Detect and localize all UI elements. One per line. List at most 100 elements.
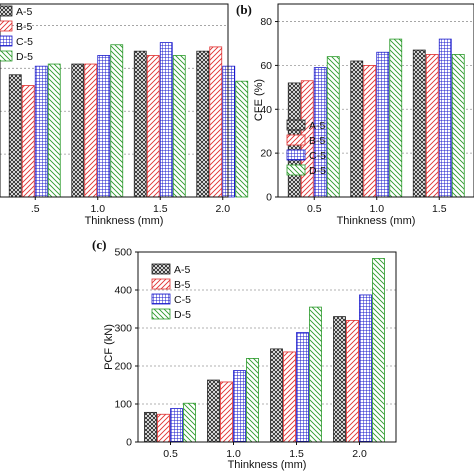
y-tick-label: 20: [260, 148, 272, 160]
axes-frame: [0, 3, 229, 198]
y-tick-label: 300: [114, 323, 132, 335]
x-tick-label: 1.5: [289, 448, 304, 460]
x-tick-label: 0.5: [163, 448, 178, 460]
legend-label-d-5: D-5: [16, 51, 33, 63]
bar-c-5-0.5: [170, 408, 183, 443]
bar-c-5-0.5: [34, 65, 48, 198]
axes-frame: [277, 3, 474, 198]
legend-swatch-b-5: [286, 134, 306, 146]
legend-label-b-5: B-5: [16, 21, 33, 33]
y-tick-label: 0: [126, 437, 132, 449]
bar-c-5-1.5: [159, 42, 173, 198]
legend-label-a-5: A-5: [174, 264, 191, 276]
legend-label-b-5: B-5: [309, 135, 326, 147]
bar-b-5-1.5: [425, 54, 439, 198]
panel-c-x-axis-label: Thinkness (mm): [228, 459, 307, 471]
x-tick-label: 1.5: [432, 203, 447, 215]
y-tick-label: 40: [260, 104, 272, 116]
panel-c-y-axis-label: PCF (kN): [103, 324, 115, 370]
bar-d-5-2.0: [372, 258, 385, 443]
y-tick-label: 100: [114, 399, 132, 411]
x-tick-label: 1.5: [153, 203, 168, 215]
bar-a-5-1.5: [133, 50, 147, 198]
legend-swatch-c-5: [0, 35, 13, 47]
y-tick-label: 500: [114, 247, 132, 259]
bar-d-5-2.0: [235, 80, 249, 198]
y-tick-label: 80: [260, 16, 272, 28]
x-tick-label: 0.5: [307, 203, 322, 215]
panel-b-x-axis-label: Thinkness (mm): [337, 215, 416, 227]
bar-a-5-1.0: [350, 60, 364, 198]
x-tick-label: 1.0: [226, 448, 241, 460]
bar-a-5-0.5: [8, 74, 22, 198]
legend-label-c-5: C-5: [174, 294, 191, 306]
legend-swatch-c-5: [286, 149, 306, 161]
bar-a-5-1.0: [71, 63, 85, 198]
bar-b-5-2.0: [346, 319, 359, 443]
x-tick-label: 1.0: [90, 203, 105, 215]
bar-b-5-0.5: [157, 413, 170, 443]
axes-frame: [137, 251, 397, 443]
bar-a-5-1.0: [207, 379, 220, 443]
legend-swatch-d-5: [286, 164, 306, 176]
x-tick-label: 2.0: [215, 203, 230, 215]
legend-swatch-b-5: [151, 278, 171, 290]
panel-a: .5 1.0 1.5 2.0 A-5 B-5 C-5 D-5 Thinkness (mm): [0, 3, 249, 227]
bar-c-5-1.0: [376, 51, 390, 198]
bar-b-5-1.0: [220, 381, 233, 443]
legend-swatch-c-5: [151, 293, 171, 305]
bar-d-5-1.5: [451, 54, 465, 198]
x-tick-label: .5: [31, 203, 40, 215]
bar-b-5-1.5: [283, 351, 296, 443]
bar-d-5-1.5: [172, 55, 186, 198]
legend-label-a-5: A-5: [16, 6, 33, 18]
panel-a-axes: [0, 3, 229, 198]
legend-swatch-d-5: [151, 308, 171, 320]
bar-c-5-1.5: [438, 38, 452, 198]
y-tick-label: 0: [266, 192, 272, 204]
bar-a-5-2.0: [196, 50, 210, 198]
bar-a-5-1.5: [270, 348, 283, 443]
bar-b-5-1.0: [84, 63, 98, 198]
bar-b-5-1.0: [363, 65, 377, 198]
bar-c-5-1.0: [97, 55, 111, 198]
y-tick-label: 60: [260, 60, 272, 72]
bar-c-5-1.0: [233, 370, 246, 443]
y-tick-label: 200: [114, 361, 132, 373]
panel-b-letter: (b): [236, 2, 252, 17]
legend-swatch-a-5: [286, 119, 306, 131]
bar-b-5-0.5: [21, 85, 35, 198]
panel-b: (b) 0.5 1.0 1.5 0 20 40 60 80 A-5 B-5 C-5 D-5 Thin…: [236, 2, 474, 227]
x-tick-label: 1.0: [369, 203, 384, 215]
bar-d-5-0.5: [47, 63, 61, 198]
panel-b-ticks: 0.5 1.0 1.5 0 20 40 60 80: [260, 16, 446, 215]
panel-b-axes: [277, 3, 474, 198]
panel-c-ticks: 0.5 1.0 1.5 2.0 0 100 200 300 400 500: [114, 247, 366, 461]
bar-a-5-2.0: [333, 316, 346, 443]
bar-a-5-1.5: [412, 49, 426, 198]
legend-label-d-5: D-5: [309, 165, 326, 177]
panel-a-legend: A-5 B-5 C-5 D-5: [0, 5, 33, 63]
panel-b-y-axis-label: CFE (%): [253, 79, 265, 121]
panel-a-x-axis-label: Thinkness (mm): [85, 215, 164, 227]
bar-c-5-2.0: [359, 294, 372, 443]
panel-b-bars: [287, 38, 465, 198]
bar-c-5-2.0: [222, 65, 236, 198]
legend-swatch-b-5: [0, 20, 13, 32]
legend-label-c-5: C-5: [16, 36, 33, 48]
panel-c: (c) 0.5 1.0 1.5 2.0 0 100 200 300 400 500 A-5 B-5 C…: [92, 237, 397, 471]
bar-b-5-2.0: [209, 46, 223, 198]
bar-a-5-0.5: [144, 411, 157, 443]
bar-b-5-1.5: [146, 55, 160, 198]
panel-a-bars: [8, 42, 249, 198]
legend-label-b-5: B-5: [174, 279, 191, 291]
legend-label-a-5: A-5: [309, 120, 326, 132]
bar-c-5-1.5: [296, 332, 309, 443]
panel-c-letter: (c): [92, 237, 106, 252]
y-tick-label: 400: [114, 285, 132, 297]
legend-swatch-d-5: [0, 50, 13, 62]
legend-swatch-a-5: [0, 5, 13, 17]
panel-c-axes: [137, 251, 397, 443]
panel-c-legend: A-5 B-5 C-5 D-5: [151, 263, 191, 321]
